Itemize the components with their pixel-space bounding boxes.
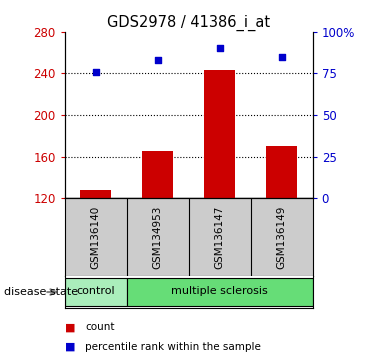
Text: ■: ■ <box>65 322 75 332</box>
Text: disease state: disease state <box>4 287 78 297</box>
Point <box>93 69 99 75</box>
Point <box>155 57 161 63</box>
Point <box>217 46 223 51</box>
Text: control: control <box>77 286 115 296</box>
Text: ■: ■ <box>65 342 75 352</box>
Point <box>279 54 285 59</box>
Bar <box>142 152 173 198</box>
Bar <box>204 70 235 198</box>
Text: GSM136147: GSM136147 <box>215 205 225 269</box>
Text: count: count <box>85 322 115 332</box>
Text: GSM136149: GSM136149 <box>277 205 287 269</box>
Bar <box>127 278 313 306</box>
Bar <box>266 146 297 198</box>
Bar <box>65 278 127 306</box>
Title: GDS2978 / 41386_i_at: GDS2978 / 41386_i_at <box>107 14 270 30</box>
Text: multiple sclerosis: multiple sclerosis <box>171 286 268 296</box>
Text: GSM134953: GSM134953 <box>153 205 163 269</box>
Bar <box>80 190 111 198</box>
Text: GSM136140: GSM136140 <box>91 206 101 269</box>
Text: percentile rank within the sample: percentile rank within the sample <box>85 342 261 352</box>
